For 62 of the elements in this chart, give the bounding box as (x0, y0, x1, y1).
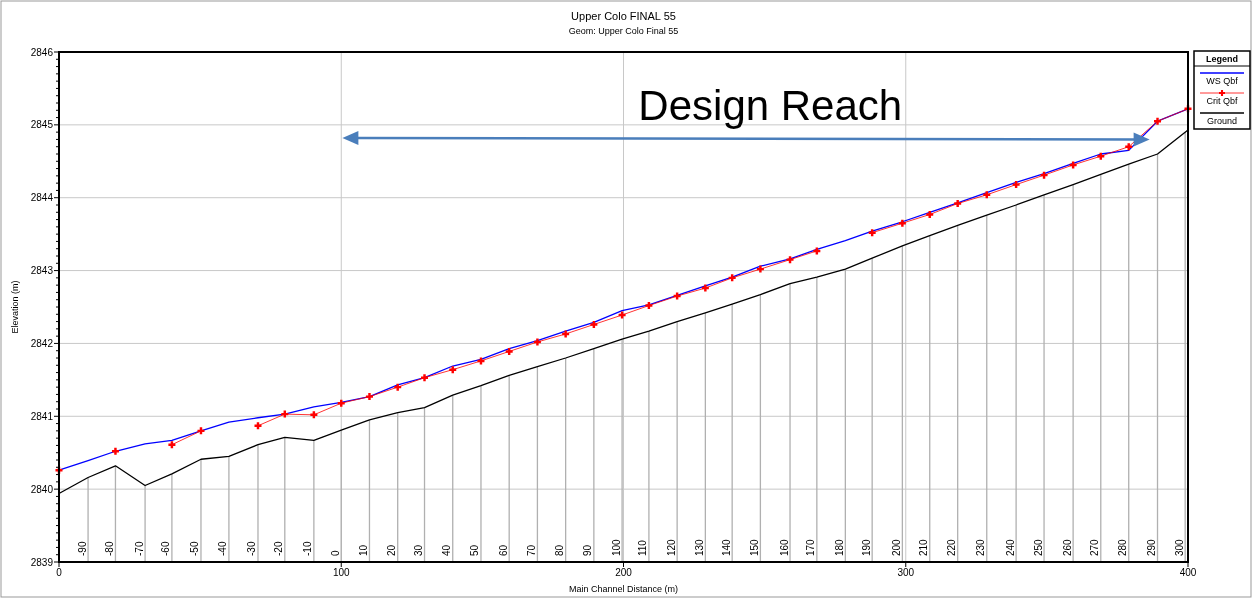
annotation: 120 (665, 538, 677, 556)
annotation: 90 (582, 544, 594, 556)
annotation: 220 (946, 538, 958, 556)
annotation: 280 (1117, 538, 1129, 556)
legend-label: Crit Qbf (1206, 96, 1238, 106)
annotation: 10 (357, 544, 369, 556)
y-tick-label: 2843 (30, 265, 54, 277)
annotation: -70 (133, 541, 145, 556)
x-tick-label: 400 (1179, 567, 1197, 578)
annotation: 250 (1032, 538, 1044, 556)
annotation: 150 (748, 538, 760, 556)
annotation: 50 (469, 544, 481, 556)
x-axis-title: Main Channel Distance (m) (568, 584, 679, 594)
annotation: -60 (160, 541, 172, 556)
annotation: 300 (1173, 538, 1185, 556)
y-tick-label: 2839 (30, 556, 54, 568)
annotation: 210 (918, 538, 930, 556)
annotation: Design Reach (638, 82, 903, 129)
annotation: 230 (975, 538, 987, 556)
annotation: 40 (441, 544, 453, 556)
chart-title: Upper Colo FINAL 55 (571, 10, 676, 22)
chart-subtitle: Geom: Upper Colo Final 55 (568, 26, 679, 36)
annotation: 240 (1004, 538, 1016, 556)
y-tick-label: 2844 (30, 192, 54, 204)
annotation: -40 (217, 541, 229, 556)
y-tick-label: 2840 (30, 483, 54, 495)
annotation: 180 (833, 538, 845, 556)
x-tick-label: 300 (897, 567, 915, 578)
annotation: -90 (76, 541, 88, 556)
annotation: 20 (386, 544, 398, 556)
x-tick-label: 100 (332, 567, 351, 578)
y-tick-label: 2841 (30, 410, 54, 422)
annotation: 100 (610, 538, 622, 556)
annotation: 60 (497, 544, 509, 556)
y-axis-title: Elevation (m) (10, 280, 20, 334)
legend-label: Ground (1206, 116, 1238, 126)
annotation: 200 (890, 538, 902, 556)
annotation: 110 (637, 539, 649, 556)
annotation: 140 (720, 538, 732, 556)
annotation: -30 (246, 541, 258, 556)
annotation: 30 (413, 544, 425, 556)
annotation: 0 (329, 550, 341, 556)
annotation: 70 (525, 544, 537, 556)
legend-label: WS Qbf (1206, 76, 1239, 86)
annotation: -10 (302, 541, 314, 556)
legend-title: Legend (1205, 54, 1239, 64)
annotation: 170 (805, 538, 817, 556)
annotation: 80 (554, 544, 566, 556)
annotation: -20 (273, 541, 285, 556)
x-tick-label: 0 (56, 567, 63, 578)
x-tick-label: 200 (615, 567, 633, 578)
annotation: 290 (1146, 538, 1158, 556)
annotation: 190 (860, 538, 872, 556)
y-tick-label: 2845 (30, 119, 54, 131)
annotation: 130 (693, 538, 705, 556)
annotation: -80 (103, 541, 115, 556)
annotation: 160 (778, 538, 790, 556)
annotation: -50 (189, 541, 201, 556)
y-tick-label: 2842 (30, 337, 54, 349)
annotation: 270 (1089, 538, 1101, 556)
annotation: 260 (1061, 538, 1073, 556)
y-tick-label: 2846 (30, 46, 54, 58)
